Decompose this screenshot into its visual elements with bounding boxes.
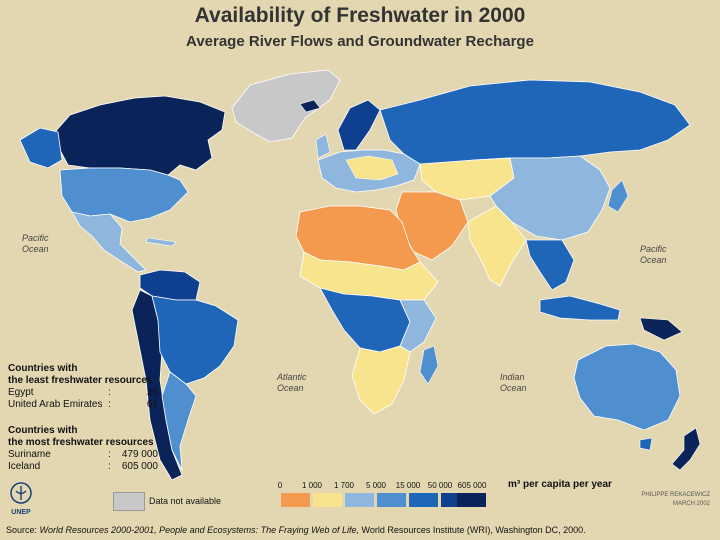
legend-swatch: [313, 493, 342, 507]
ocean-label-atlantic: Atlantic Ocean: [277, 372, 307, 394]
southern-cone: [161, 371, 197, 471]
australia: [573, 343, 681, 431]
source-rest: World Resources Institute (WRI), Washing…: [359, 525, 586, 535]
legend-break-label: 605 000: [457, 481, 487, 490]
southern-africa: [351, 345, 411, 415]
ocean-label-line: Pacific: [22, 233, 49, 243]
madagascar: [419, 345, 439, 385]
separator: :: [108, 399, 111, 410]
southeast-asia: [525, 239, 575, 291]
iceland: [299, 99, 321, 113]
legend-swatch: [457, 493, 486, 507]
legend-break-label: 1 000: [301, 481, 323, 490]
ocean-label-line: Ocean: [640, 255, 667, 265]
credit-line: PHILIPPE REKACEWICZ: [641, 492, 710, 498]
legend-break-label: 5 000: [365, 481, 387, 490]
stats-row: Egypt : 26: [8, 387, 158, 399]
tasmania: [639, 437, 653, 451]
china: [489, 155, 611, 241]
ocean-label-indian: Indian Ocean: [500, 372, 527, 394]
stats-heading: Countries with: [8, 363, 78, 374]
separator: :: [108, 449, 111, 460]
ocean-label-pacific-east: Pacific Ocean: [640, 244, 667, 266]
ocean-label-line: Pacific: [640, 244, 667, 254]
separator: :: [108, 461, 111, 472]
country-name: Iceland: [8, 461, 41, 472]
ocean-label-pacific-west: Pacific Ocean: [22, 233, 49, 255]
country-name: Suriname: [8, 449, 51, 460]
central-europe: [345, 155, 399, 181]
map-title: Availability of Freshwater in 2000: [194, 4, 526, 27]
least-resources-box: Countries with the least freshwater reso…: [8, 363, 158, 411]
legend-break-label: 0: [277, 481, 283, 490]
source-note: Source: World Resources 2000-2001, Peopl…: [6, 525, 586, 535]
legend-swatch: [281, 493, 310, 507]
caribbean: [145, 237, 177, 247]
unep-logo: UNEP: [6, 482, 36, 516]
east-africa: [399, 299, 437, 353]
country-value: 61: [146, 399, 158, 410]
greenland: [231, 69, 341, 143]
separator: :: [108, 387, 111, 398]
source-prefix: Source:: [6, 525, 40, 535]
canada: [54, 95, 226, 176]
credit-line: MARCH 2002: [672, 501, 710, 507]
legend-break-label: 1 700: [333, 481, 355, 490]
russia: [379, 79, 691, 165]
indonesia: [539, 295, 621, 321]
mexico: [71, 211, 147, 273]
country-name: Egypt: [8, 387, 34, 398]
country-value: 605 000: [121, 461, 158, 472]
ocean-label-line: Ocean: [22, 244, 49, 254]
country-value: 26: [146, 387, 158, 398]
no-data-swatch: [113, 492, 145, 511]
japan: [607, 179, 629, 213]
author-credit: PHILIPPE REKACEWICZ MARCH 2002: [641, 491, 710, 509]
papua: [639, 317, 683, 341]
legend-swatch: [377, 493, 406, 507]
stats-row: Iceland : 605 000: [8, 461, 158, 473]
alaska: [19, 127, 63, 169]
stats-heading: Countries with: [8, 425, 78, 436]
stats-row: United Arab Emirates : 61: [8, 399, 158, 411]
india: [467, 205, 527, 287]
unep-logo-text: UNEP: [11, 509, 31, 516]
stats-row: Suriname : 479 000: [8, 449, 158, 461]
source-work: World Resources 2000-2001, People and Ec…: [39, 525, 360, 535]
country-value: 479 000: [121, 449, 158, 460]
legend-swatch: [345, 493, 374, 507]
ocean-label-line: Ocean: [277, 383, 304, 393]
map-subtitle: Average River Flows and Groundwater Rech…: [186, 33, 534, 50]
new-zealand: [671, 427, 701, 471]
no-data-label: Data not available: [149, 496, 222, 506]
unep-logo-icon: [10, 482, 32, 504]
legend-break-label: 15 000: [395, 481, 421, 490]
legend-break-label: 50 000: [427, 481, 453, 490]
scandinavia: [337, 99, 381, 151]
ocean-label-line: Indian: [500, 372, 525, 382]
stats-heading: the least freshwater resources: [8, 375, 153, 386]
country-name: United Arab Emirates: [8, 399, 103, 410]
legend-swatch: [409, 493, 438, 507]
ocean-label-line: Atlantic: [277, 372, 307, 382]
british-isles: [315, 133, 331, 159]
brazil: [151, 295, 239, 385]
stats-heading: the most freshwater resources: [8, 437, 154, 448]
ocean-label-line: Ocean: [500, 383, 527, 393]
most-resources-box: Countries with the most freshwater resou…: [8, 425, 158, 473]
legend-unit: m³ per capita per year: [508, 479, 612, 490]
